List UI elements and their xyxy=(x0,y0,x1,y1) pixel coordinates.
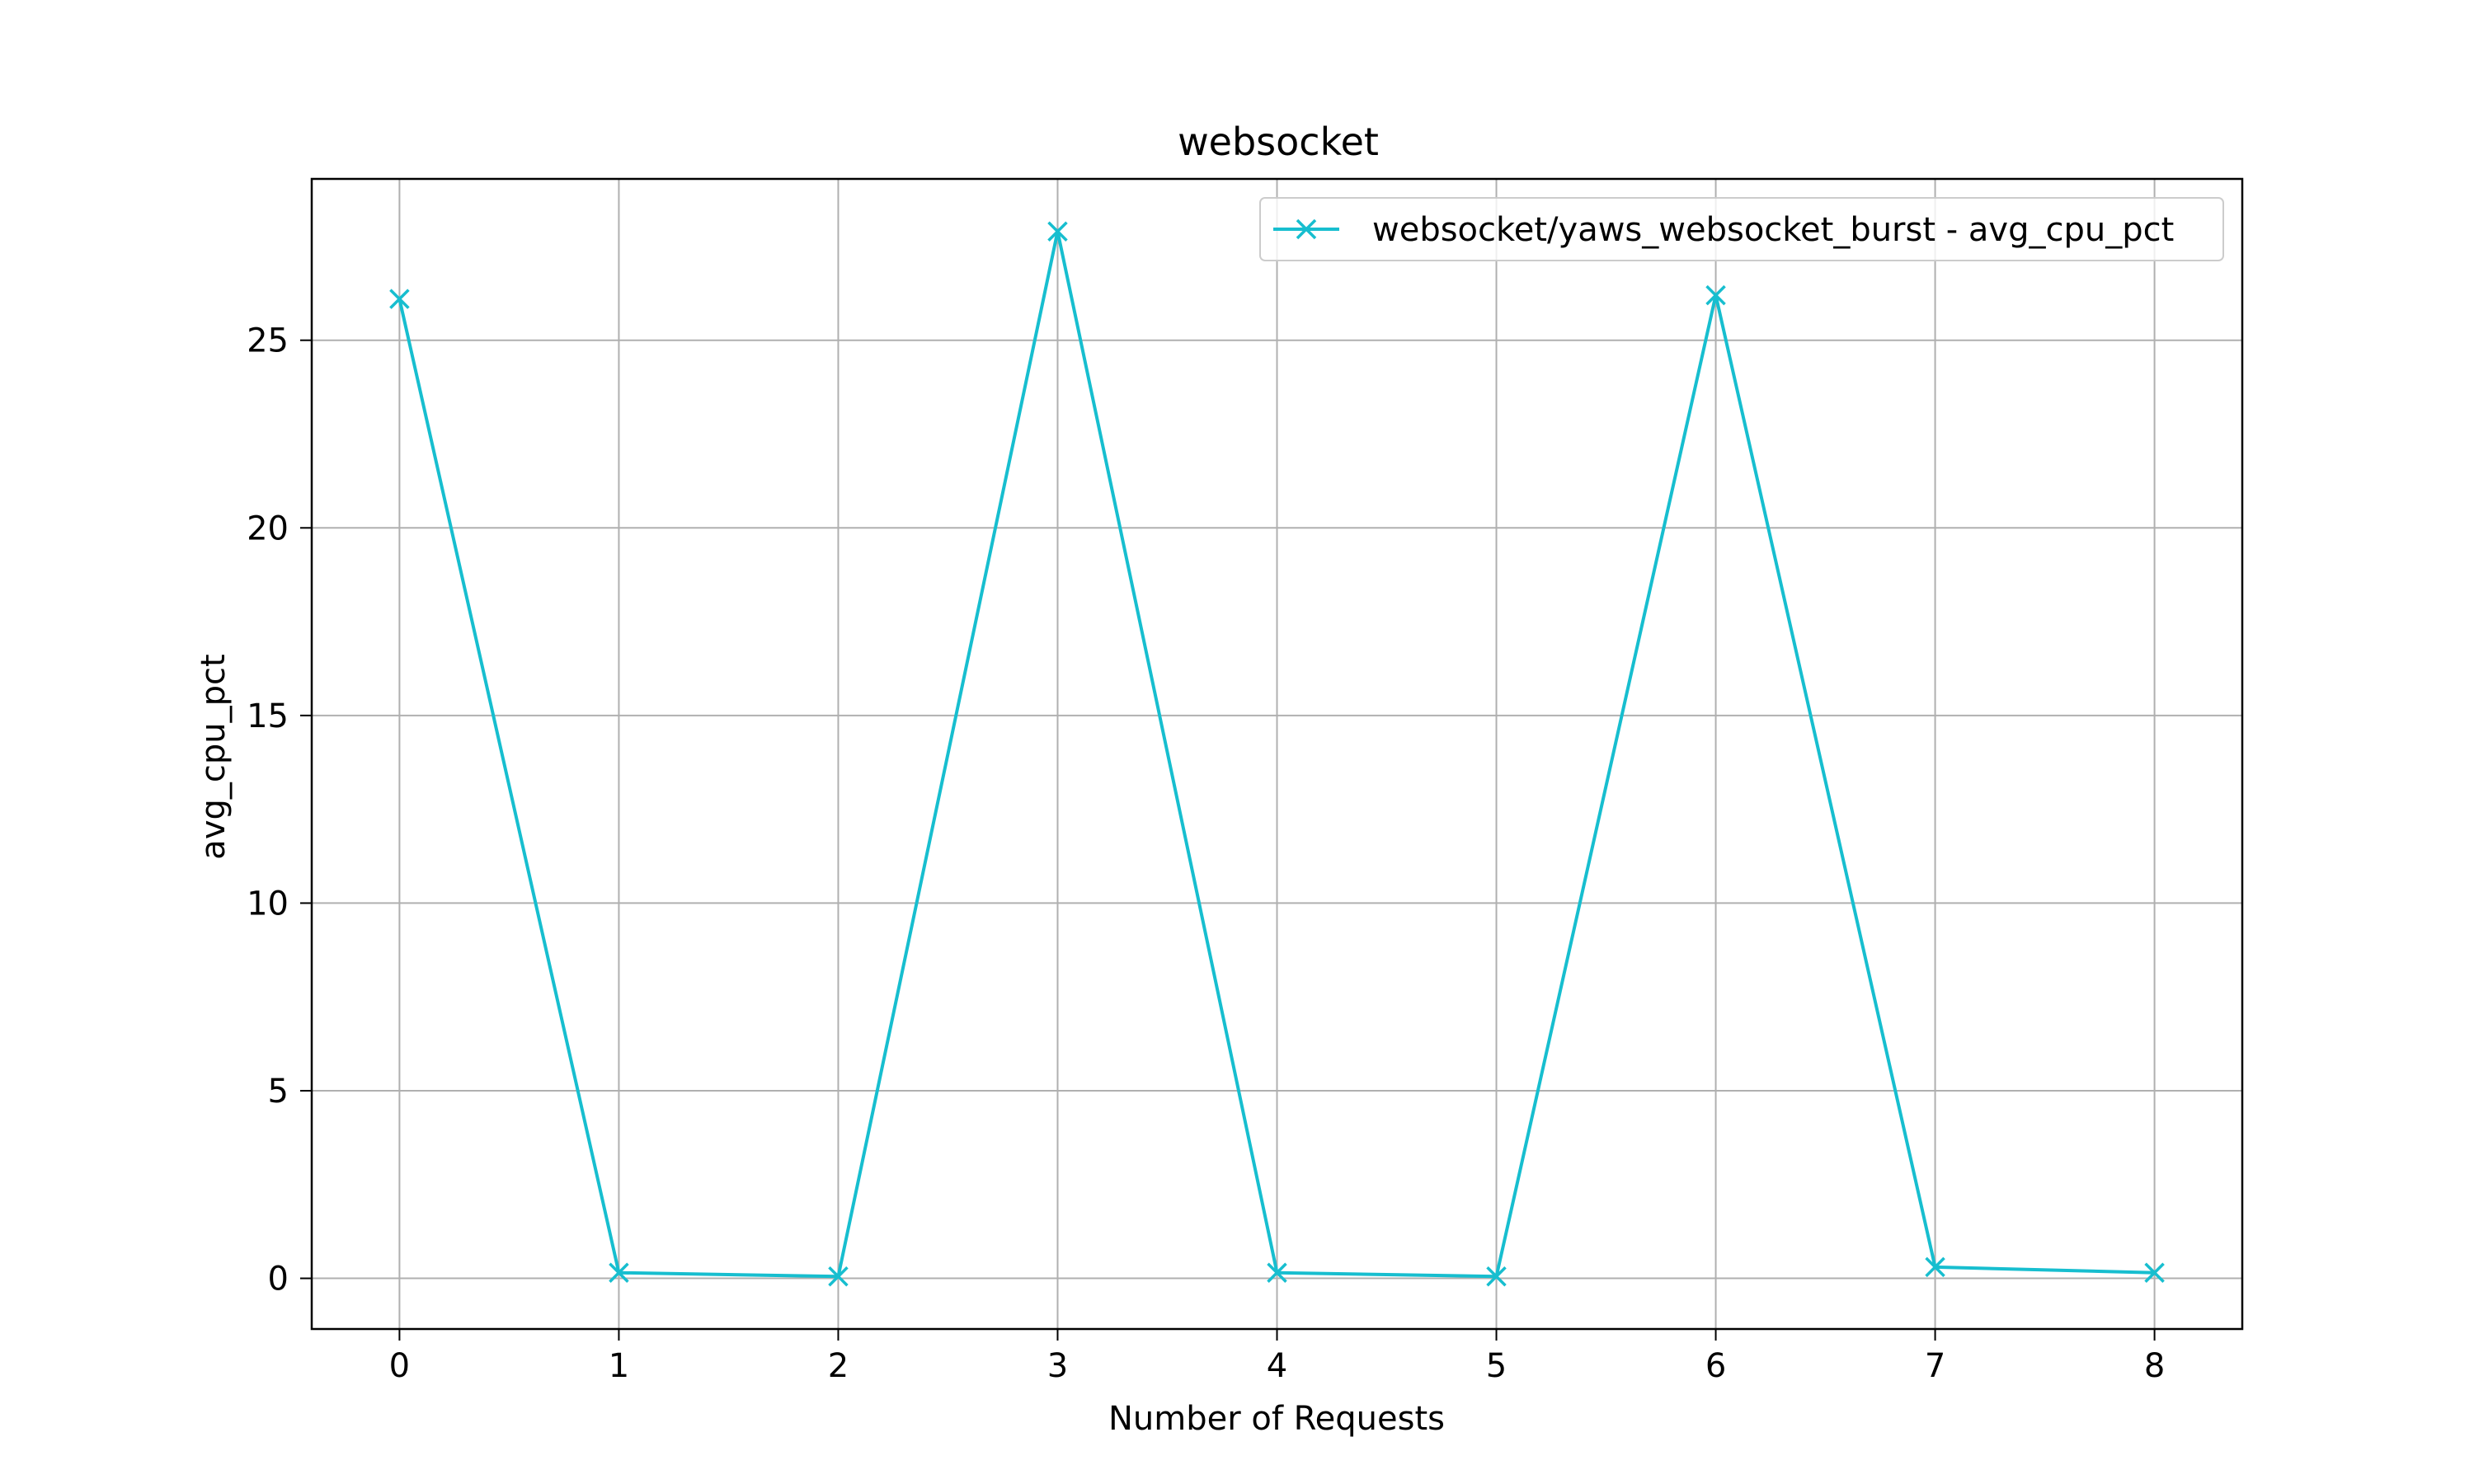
x-tick-label: 4 xyxy=(1267,1347,1287,1385)
data-point-marker xyxy=(389,289,410,309)
y-axis-label: avg_cpu_pct xyxy=(195,654,233,859)
grid-lines xyxy=(312,179,2242,1329)
y-ticks: 0 5 10 15 20 25 xyxy=(247,322,312,1298)
plot-frame xyxy=(310,177,2244,1331)
data-point-marker xyxy=(828,1266,849,1287)
y-tick-label: 5 xyxy=(268,1073,289,1111)
x-tick-label: 2 xyxy=(828,1347,849,1385)
x-tick-label: 0 xyxy=(389,1347,410,1385)
data-point-marker xyxy=(1705,284,1726,306)
x-tick-label: 1 xyxy=(609,1347,629,1385)
x-tick-label: 7 xyxy=(1925,1347,1945,1385)
data-point-marker xyxy=(1925,1256,1945,1278)
x-tick-label: 5 xyxy=(1486,1347,1507,1385)
data-point-marker xyxy=(609,1262,629,1283)
x-tick-label: 6 xyxy=(1705,1347,1726,1385)
y-tick-label: 0 xyxy=(268,1261,289,1298)
x-axis-label: Number of Requests xyxy=(1108,1400,1445,1438)
data-point-marker xyxy=(2144,1262,2165,1283)
series-group xyxy=(389,221,2165,1287)
legend-box xyxy=(1259,197,2224,261)
x-tick-label: 3 xyxy=(1047,1347,1068,1385)
chart-title: websocket xyxy=(1178,120,1379,164)
data-point-marker xyxy=(1486,1266,1507,1287)
legend-marker xyxy=(1296,218,1317,240)
y-tick-label: 25 xyxy=(247,322,289,360)
legend: websocket/yaws_websocket_burst - avg_cpu… xyxy=(1259,197,2224,261)
y-tick-label: 10 xyxy=(247,885,289,923)
data-point-marker xyxy=(1267,1262,1287,1283)
x-tick-label: 8 xyxy=(2144,1347,2165,1385)
legend-label: websocket/yaws_websocket_burst - avg_cpu… xyxy=(1372,211,2174,249)
data-point-marker xyxy=(1047,221,1068,242)
y-tick-label: 15 xyxy=(247,697,289,735)
x-ticks: 0 1 2 3 4 5 6 7 8 xyxy=(389,1329,2165,1385)
y-tick-label: 20 xyxy=(247,510,289,547)
